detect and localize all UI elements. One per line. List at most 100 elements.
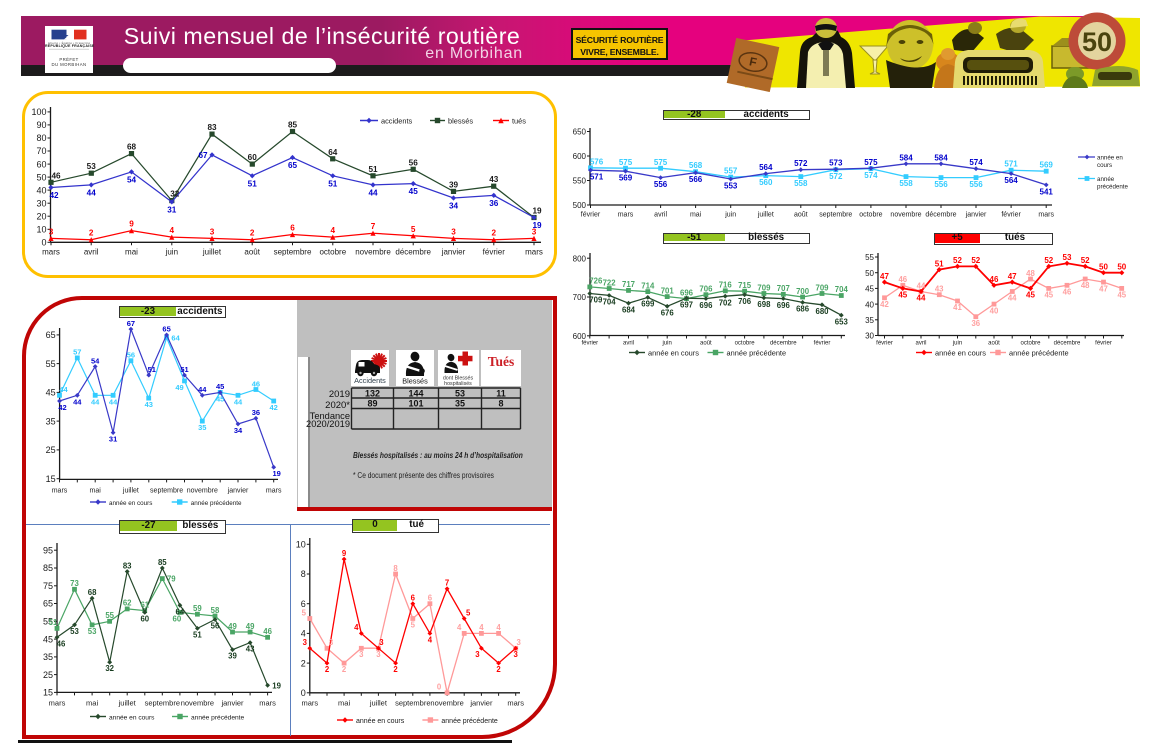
svg-text:56: 56	[409, 158, 419, 167]
svg-text:500: 500	[573, 201, 587, 210]
svg-text:mars: mars	[42, 248, 60, 257]
svg-text:F: F	[748, 54, 758, 69]
svg-text:0: 0	[437, 683, 442, 692]
svg-text:45: 45	[1026, 291, 1035, 300]
svg-text:36: 36	[489, 199, 499, 208]
svg-text:mai: mai	[690, 212, 702, 219]
svg-text:août: août	[794, 212, 808, 219]
svg-text:janvier: janvier	[220, 699, 244, 708]
svg-text:684: 684	[622, 305, 636, 314]
svg-text:19: 19	[273, 469, 281, 478]
svg-text:39: 39	[449, 180, 459, 189]
svg-text:550: 550	[573, 177, 587, 186]
svg-text:46: 46	[252, 379, 260, 388]
svg-text:année en: année en	[1097, 155, 1123, 162]
svg-text:4: 4	[479, 623, 484, 632]
svg-text:65: 65	[43, 599, 53, 609]
svg-text:52: 52	[1044, 256, 1053, 265]
svg-text:61: 61	[140, 600, 149, 609]
svg-text:19: 19	[272, 681, 281, 690]
svg-text:64: 64	[176, 607, 185, 616]
svg-text:mai: mai	[338, 699, 350, 708]
svg-text:564: 564	[1004, 176, 1018, 185]
svg-text:52: 52	[1081, 256, 1090, 265]
svg-text:584: 584	[934, 153, 948, 162]
svg-text:25: 25	[43, 670, 53, 680]
svg-text:mai: mai	[125, 248, 138, 257]
svg-text:3: 3	[376, 650, 381, 659]
svg-text:55: 55	[46, 359, 56, 369]
svg-text:35: 35	[455, 399, 465, 409]
svg-text:49: 49	[175, 383, 183, 392]
svg-text:704: 704	[835, 285, 849, 294]
svg-text:juin: juin	[662, 341, 672, 347]
svg-text:mars: mars	[507, 699, 524, 708]
svg-text:47: 47	[1008, 272, 1017, 281]
svg-text:année en cours: année en cours	[935, 349, 986, 358]
svg-text:octobre: octobre	[319, 248, 346, 257]
svg-text:51: 51	[328, 179, 338, 188]
svg-text:48: 48	[1026, 269, 1035, 278]
svg-text:51: 51	[368, 165, 378, 174]
svg-text:800: 800	[573, 254, 587, 263]
svg-text:575: 575	[619, 158, 633, 167]
svg-text:10: 10	[296, 540, 306, 550]
svg-text:553: 553	[724, 182, 738, 191]
svg-text:80: 80	[36, 133, 46, 143]
svg-text:51: 51	[935, 259, 944, 268]
svg-text:700: 700	[573, 293, 587, 302]
svg-text:juillet: juillet	[122, 488, 139, 495]
svg-text:558: 558	[794, 179, 808, 188]
svg-text:avril: avril	[84, 248, 99, 257]
svg-text:65: 65	[288, 161, 298, 170]
svg-text:706: 706	[699, 285, 713, 294]
svg-text:68: 68	[127, 143, 137, 152]
svg-text:572: 572	[829, 172, 843, 181]
svg-text:45: 45	[43, 634, 53, 644]
svg-text:décembre: décembre	[395, 248, 431, 257]
svg-text:67: 67	[127, 319, 135, 328]
svg-text:5: 5	[302, 608, 307, 617]
svg-text:42: 42	[49, 191, 59, 200]
svg-text:574: 574	[969, 158, 983, 167]
svg-text:45: 45	[898, 291, 907, 300]
svg-text:716: 716	[719, 281, 733, 290]
svg-text:19: 19	[532, 207, 542, 216]
svg-text:572: 572	[794, 159, 808, 168]
svg-text:avril: avril	[654, 212, 667, 219]
svg-text:60: 60	[173, 614, 182, 623]
svg-text:3: 3	[532, 227, 537, 236]
svg-text:40: 40	[36, 185, 46, 195]
svg-text:février: février	[483, 248, 506, 257]
svg-text:50: 50	[1082, 27, 1112, 57]
svg-text:année précédente: année précédente	[1009, 349, 1069, 358]
svg-text:600: 600	[573, 152, 587, 161]
svg-text:53: 53	[1063, 253, 1072, 262]
svg-text:novembre: novembre	[355, 248, 391, 257]
svg-text:573: 573	[829, 159, 843, 168]
svg-text:juillet: juillet	[202, 248, 222, 257]
svg-text:50: 50	[865, 269, 874, 278]
svg-text:68: 68	[88, 588, 97, 597]
svg-text:50: 50	[1117, 263, 1126, 272]
svg-text:44: 44	[91, 397, 100, 406]
svg-text:55: 55	[865, 253, 874, 262]
svg-text:20: 20	[36, 211, 46, 221]
svg-text:35: 35	[43, 652, 53, 662]
svg-text:août: août	[988, 341, 1000, 347]
svg-text:574: 574	[864, 171, 878, 180]
svg-text:709: 709	[589, 296, 603, 305]
svg-text:novembre: novembre	[430, 699, 463, 708]
svg-text:650: 650	[573, 128, 587, 137]
svg-text:726: 726	[589, 277, 603, 286]
svg-text:accidents: accidents	[381, 117, 413, 126]
svg-text:653: 653	[835, 317, 849, 326]
svg-text:8: 8	[301, 569, 306, 579]
svg-text:54: 54	[127, 175, 137, 184]
svg-text:35: 35	[46, 416, 56, 426]
svg-text:46: 46	[263, 627, 272, 636]
svg-text:53: 53	[455, 389, 465, 399]
svg-text:3: 3	[514, 650, 519, 659]
svg-text:32: 32	[170, 190, 180, 199]
svg-text:année en cours: année en cours	[109, 500, 152, 507]
